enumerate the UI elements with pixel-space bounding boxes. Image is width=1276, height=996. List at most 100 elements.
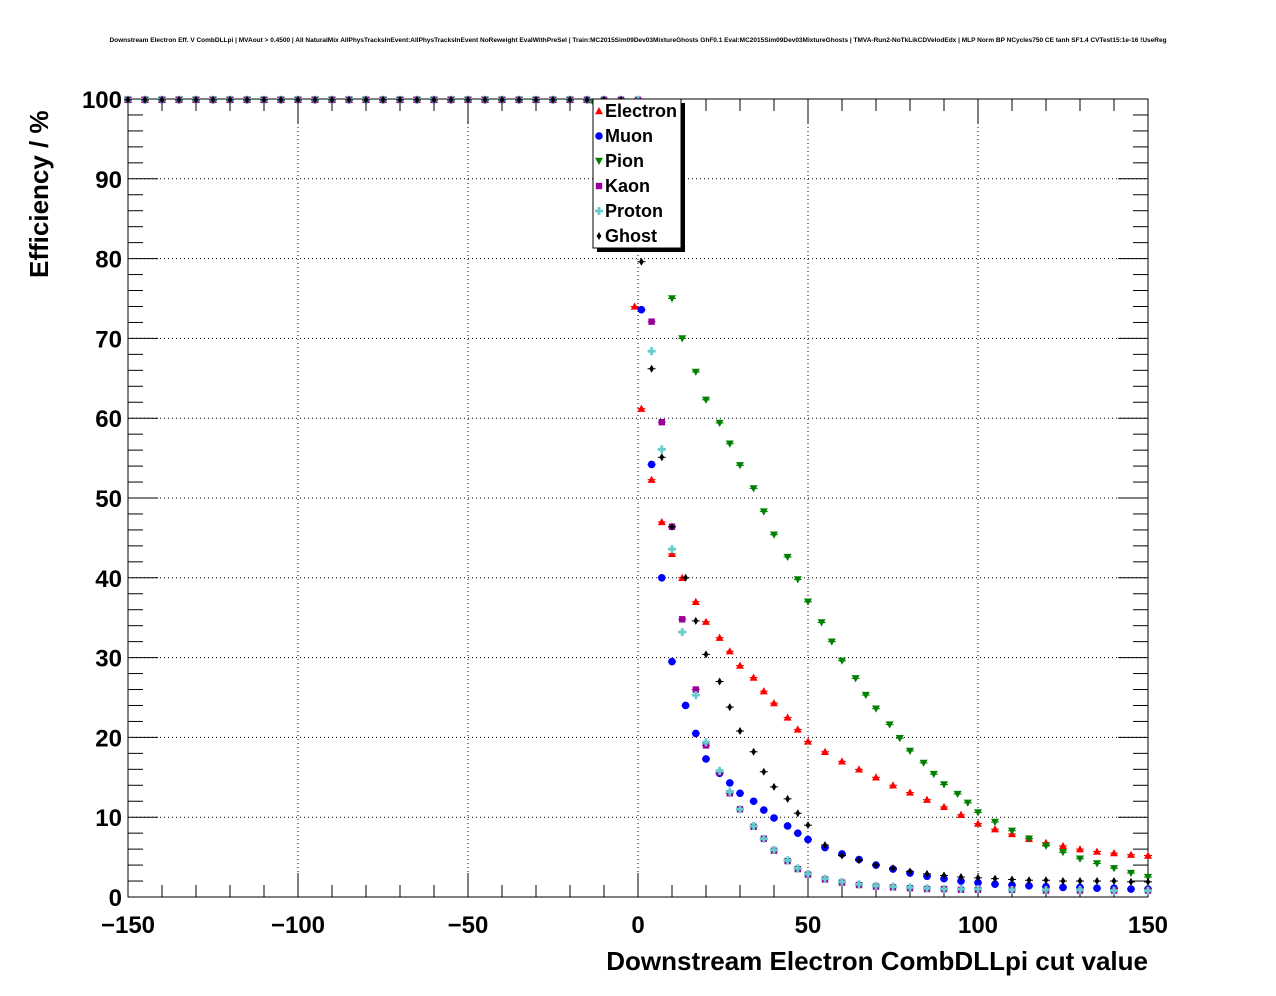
ghost-point: [693, 616, 699, 625]
proton-point: [668, 545, 676, 554]
ghost-point: [278, 95, 284, 104]
pion-point: [770, 531, 778, 539]
x-tick-label: 100: [958, 912, 998, 939]
muon-point: [749, 797, 758, 806]
ghost-point: [261, 95, 267, 104]
ghost-point: [210, 95, 216, 104]
pion-point: [1025, 835, 1033, 843]
muon-point: [647, 460, 656, 469]
x-tick-label: 50: [795, 912, 822, 939]
electron-point: [855, 765, 863, 773]
proton-point: [974, 885, 982, 894]
pion-point: [1110, 865, 1118, 873]
ghost-point: [717, 677, 722, 686]
electron-point: [1127, 850, 1135, 858]
ghost-point: [193, 95, 199, 104]
electron-point: [770, 699, 778, 707]
ghost-point: [414, 95, 420, 104]
ghost-point: [176, 95, 182, 104]
ghost-point: [295, 95, 301, 104]
pion-point: [793, 576, 802, 584]
legend: Electron Muon Pion Kaon Proton Ghost: [592, 98, 685, 252]
y-tick-label: 0: [109, 885, 122, 912]
legend-muon-marker: [595, 132, 603, 140]
ghost-point: [822, 841, 828, 850]
x-tick-label: 0: [631, 912, 644, 939]
ghost-point: [873, 861, 879, 870]
ghost-point: [771, 782, 777, 791]
ghost-point: [958, 873, 964, 882]
legend-box: [592, 98, 682, 249]
muon-point: [658, 574, 666, 582]
electron-point: [725, 647, 734, 655]
ghost-point: [329, 95, 335, 104]
pion-point: [940, 781, 948, 789]
ghost-point: [727, 703, 733, 712]
ghost-point: [737, 727, 743, 736]
proton-point: [783, 856, 792, 865]
pion-point: [691, 368, 700, 376]
electron-point: [872, 773, 880, 781]
ghost-point: [397, 95, 403, 104]
pion-point: [804, 598, 812, 606]
electron-point: [715, 633, 724, 641]
x-tick-label: −50: [448, 912, 489, 939]
proton-point: [770, 845, 778, 854]
pion-point: [827, 638, 836, 646]
ghost-point: [795, 809, 801, 818]
pion-point: [1093, 860, 1101, 868]
ghost-point: [1043, 876, 1049, 885]
muon-point: [783, 822, 792, 830]
x-tick-label: 150: [1128, 912, 1168, 939]
pion-point: [851, 675, 860, 683]
muon-point: [668, 657, 676, 666]
pion-point: [725, 440, 734, 448]
ghost-point: [227, 95, 233, 104]
legend-proton-marker: [595, 207, 603, 215]
ghost-point: [431, 95, 437, 104]
proton-point: [647, 347, 656, 356]
ghost-point: [448, 95, 454, 104]
proton-point: [940, 885, 948, 894]
proton-point: [889, 882, 897, 891]
muon-point: [726, 779, 734, 787]
legend-kaon-label: Kaon: [605, 176, 650, 196]
ghost-point: [1009, 875, 1015, 884]
ghost-point: [761, 767, 767, 776]
pion-point: [885, 721, 894, 729]
y-tick-label: 20: [95, 725, 122, 752]
ghost-point: [312, 95, 318, 104]
pion-point: [974, 809, 982, 817]
pion-point: [1059, 849, 1067, 857]
electron-point: [759, 687, 768, 695]
pion-point: [963, 799, 972, 807]
electron-point: [821, 747, 829, 755]
pion-point: [715, 419, 724, 427]
proton-point: [715, 766, 724, 775]
ghost-point: [839, 851, 845, 860]
proton-point: [678, 628, 687, 637]
pion-point: [678, 335, 687, 343]
y-tick-label: 90: [95, 167, 122, 194]
proton-point: [872, 881, 880, 890]
ghost-point: [975, 873, 981, 882]
ghost-point: [499, 95, 505, 104]
pion-point: [702, 396, 710, 404]
electron-point: [1144, 851, 1152, 859]
legend-electron-marker: [595, 107, 603, 115]
ghost-point: [1060, 877, 1066, 886]
electron-point: [1093, 847, 1101, 855]
pion-point: [953, 790, 962, 799]
muon-point: [760, 806, 768, 814]
electron-point: [957, 810, 965, 819]
ghost-point: [584, 95, 590, 104]
pion-point: [929, 770, 938, 779]
pion-point: [872, 705, 880, 713]
electron-point: [749, 673, 758, 681]
ghost-point: [805, 821, 811, 830]
electron-point: [940, 802, 948, 811]
ghost-point: [1094, 877, 1100, 886]
electron-point: [974, 819, 982, 827]
ghost-point: [924, 869, 930, 878]
